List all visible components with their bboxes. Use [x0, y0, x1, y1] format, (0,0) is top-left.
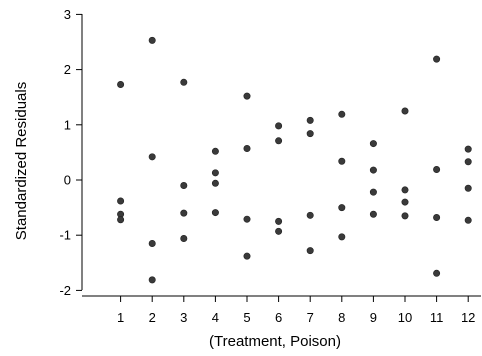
- data-point: [117, 216, 125, 224]
- data-point: [180, 78, 188, 86]
- data-point: [338, 204, 346, 212]
- y-axis: -2 -1 0 1 2 3: [59, 7, 83, 298]
- y-tick-label: -1: [59, 228, 71, 243]
- data-point: [211, 179, 219, 187]
- data-point: [148, 239, 156, 247]
- data-point: [338, 157, 346, 165]
- y-tick-label: 3: [64, 7, 71, 22]
- data-point: [306, 130, 314, 138]
- data-points: [117, 36, 472, 284]
- data-point: [180, 209, 188, 217]
- x-tick-label: 7: [307, 310, 314, 325]
- data-point: [433, 55, 441, 63]
- data-point: [401, 198, 409, 206]
- data-point: [401, 212, 409, 220]
- data-point: [180, 182, 188, 190]
- data-point: [369, 210, 377, 218]
- data-point: [464, 145, 472, 153]
- x-tick-label: 12: [461, 310, 475, 325]
- data-point: [401, 107, 409, 115]
- data-point: [306, 211, 314, 219]
- data-point: [464, 184, 472, 192]
- data-point: [464, 158, 472, 166]
- data-point: [148, 36, 156, 44]
- data-point: [148, 153, 156, 161]
- x-axis: 1 2 3 4 5 6 7 8 9 10 11 12: [82, 295, 481, 325]
- data-point: [338, 110, 346, 118]
- x-tick-label: 11: [430, 310, 444, 325]
- data-point: [117, 81, 125, 89]
- x-tick-label: 9: [370, 310, 377, 325]
- y-tick-label: 0: [64, 173, 71, 188]
- data-point: [433, 269, 441, 277]
- data-point: [275, 227, 283, 235]
- data-point: [401, 186, 409, 194]
- x-tick-label: 10: [398, 310, 412, 325]
- x-tick-label: 5: [243, 310, 250, 325]
- data-point: [306, 116, 314, 124]
- data-point: [148, 276, 156, 284]
- data-point: [433, 166, 441, 174]
- data-point: [211, 147, 219, 155]
- x-tick-label: 3: [180, 310, 187, 325]
- data-point: [243, 92, 251, 100]
- y-axis-label: Standardized Residuals: [13, 82, 30, 240]
- data-point: [369, 140, 377, 148]
- data-point: [275, 137, 283, 145]
- data-point: [338, 233, 346, 241]
- x-tick-label: 1: [117, 310, 124, 325]
- x-axis-label: (Treatment, Poison): [209, 333, 341, 350]
- data-point: [306, 247, 314, 255]
- data-point: [464, 216, 472, 224]
- x-tick-label: 4: [212, 310, 219, 325]
- data-point: [243, 145, 251, 153]
- data-point: [180, 235, 188, 243]
- data-point: [243, 215, 251, 223]
- x-tick-label: 6: [275, 310, 282, 325]
- data-point: [369, 188, 377, 196]
- data-point: [275, 122, 283, 130]
- data-point: [369, 166, 377, 174]
- x-tick-label: 8: [338, 310, 345, 325]
- data-point: [211, 169, 219, 177]
- data-point: [433, 214, 441, 222]
- data-point: [275, 217, 283, 225]
- data-point: [211, 209, 219, 217]
- y-tick-label: 2: [64, 62, 71, 77]
- data-point: [243, 252, 251, 260]
- y-tick-label: 1: [64, 117, 71, 132]
- y-tick-label: -2: [59, 283, 71, 298]
- data-point: [117, 197, 125, 205]
- x-tick-label: 2: [149, 310, 156, 325]
